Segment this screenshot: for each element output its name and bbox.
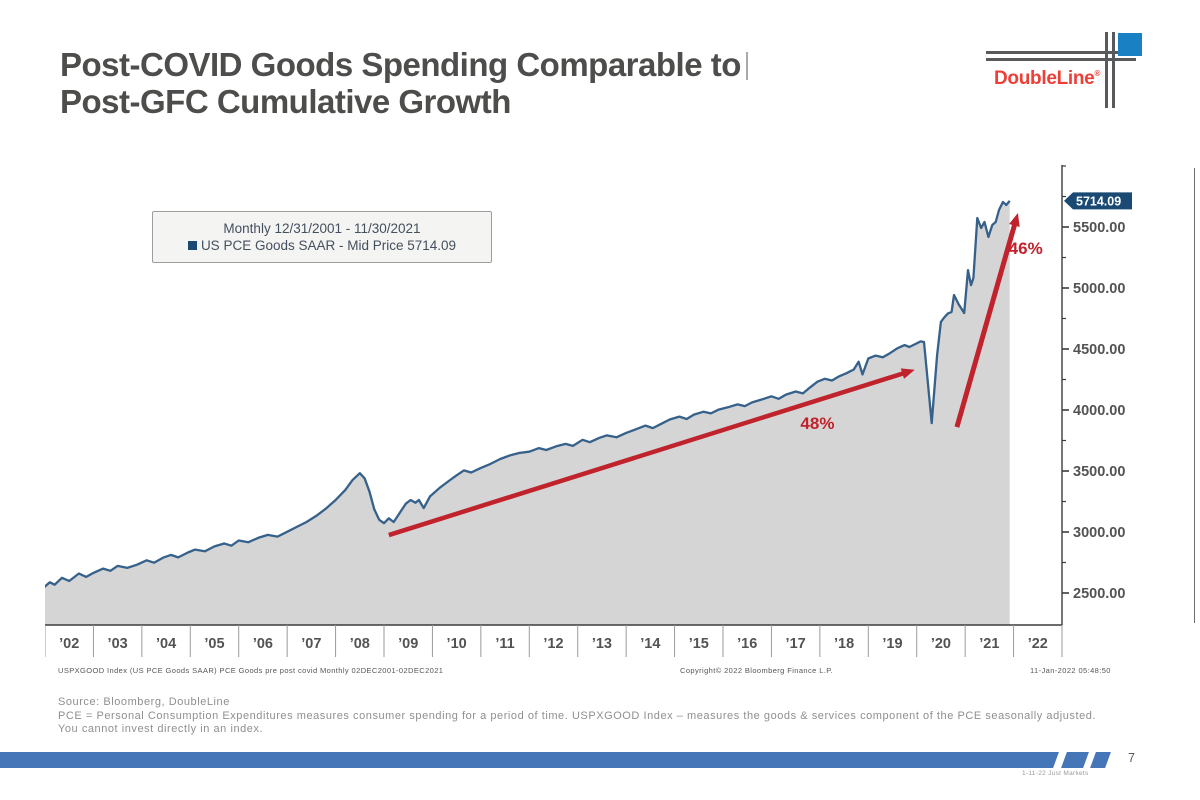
page-number: 7 — [1128, 751, 1135, 765]
x-axis-label: ’18 — [834, 636, 854, 652]
x-axis-label: ’02 — [59, 636, 79, 652]
x-axis-label: ’06 — [253, 636, 273, 652]
x-axis-label: ’09 — [398, 636, 418, 652]
logo-horizontal-line-icon — [986, 51, 1136, 54]
logo-blue-square-icon — [1118, 33, 1142, 56]
footer-note: 1-11-22 Just Markets — [1022, 770, 1089, 777]
source-block: Source: Bloomberg, DoubleLine PCE = Pers… — [58, 696, 1096, 737]
last-price-tag — [1064, 192, 1132, 210]
doubleline-logo: DoubleLine® — [986, 32, 1148, 112]
x-axis-label: ’22 — [1028, 636, 1048, 652]
x-axis-label: ’12 — [543, 636, 563, 652]
x-axis-label: ’20 — [931, 636, 951, 652]
disclaimer-line: You cannot invest directly in an index. — [58, 723, 264, 735]
x-axis-label: ’17 — [786, 636, 806, 652]
x-axis-label: ’11 — [495, 636, 514, 652]
trend-arrow-line — [954, 222, 1018, 428]
trend-arrow-line — [388, 370, 906, 538]
area-fill — [45, 200, 1010, 625]
x-axis-label: ’10 — [447, 636, 467, 652]
trend-arrow-head — [900, 368, 915, 379]
bloomberg-copyright: Copyright© 2022 Bloomberg Finance L.P. — [680, 666, 834, 675]
registered-mark: ® — [1094, 69, 1101, 78]
y-axis-label: 3000.00 — [1073, 525, 1125, 541]
title-line-2: Post-GFC Cumulative Growth — [60, 83, 511, 120]
legend-series: US PCE Goods SAAR - Mid Price 5714.09 — [187, 238, 456, 253]
title-line-1: Post-COVID Goods Spending Comparable to — [60, 46, 741, 83]
y-axis-label: 4000.00 — [1073, 403, 1125, 419]
bloomberg-timestamp: 11-Jan-2022 05:48:50 — [1030, 666, 1111, 675]
source-line: Source: Bloomberg, DoubleLine — [58, 696, 230, 708]
logo-vertical-line-icon — [1105, 32, 1108, 108]
bottom-bar-long-segment — [0, 752, 1059, 768]
logo-horizontal-line-icon — [986, 58, 1136, 61]
legend-marker-icon — [187, 241, 197, 250]
text-cursor — [745, 52, 748, 80]
bloomberg-ticker-note: USPXGOOD Index (US PCE Goods SAAR) PCE G… — [58, 666, 444, 675]
y-axis-label: 2500.00 — [1073, 586, 1125, 602]
x-axis-label: ’13 — [592, 636, 612, 652]
price-line — [45, 200, 1011, 588]
page-title: Post-COVID Goods Spending Comparable to … — [60, 46, 748, 120]
bottom-bar-segment — [1061, 752, 1089, 768]
y-axis-label: 3500.00 — [1073, 464, 1125, 480]
x-axis-label: ’05 — [204, 636, 224, 652]
y-axis-label: 4500.00 — [1073, 342, 1125, 358]
y-axis-label: 5500.00 — [1073, 220, 1125, 236]
trend-arrow-head — [1009, 212, 1020, 227]
x-axis-label: ’16 — [737, 636, 757, 652]
x-axis-label: ’08 — [350, 636, 370, 652]
trend-annotation-label: 48% — [800, 414, 834, 433]
x-axis-label: ’04 — [156, 636, 176, 652]
x-axis-label: ’15 — [689, 636, 709, 652]
x-axis-label: ’03 — [108, 636, 128, 652]
disclaimer-line: PCE = Personal Consumption Expenditures … — [58, 709, 1097, 722]
pce-goods-chart: ’02 ’03 ’04 ’05 ’06 ’07 ’08 ’09 ’10 ’11 ’12 ’13 ’14 ’… — [45, 165, 1195, 657]
chart-legend: Monthly 12/31/2001 - 11/30/2021 US PCE G… — [152, 211, 492, 263]
x-axis-label: ’21 — [979, 636, 999, 652]
logo-wordmark: DoubleLine® — [994, 68, 1101, 89]
logo-vertical-line-icon — [1112, 32, 1115, 108]
x-axis-label: ’14 — [640, 636, 660, 652]
x-axis-label: ’19 — [882, 636, 902, 652]
last-price-value: 5714.09 — [1076, 194, 1121, 208]
trend-annotation-label: 46% — [1009, 239, 1043, 258]
legend-period: Monthly 12/31/2001 - 11/30/2021 — [223, 221, 421, 236]
x-axis-label: ’07 — [301, 636, 321, 652]
y-axis-label: 5000.00 — [1073, 281, 1125, 297]
bottom-bar-segment — [1090, 752, 1111, 768]
